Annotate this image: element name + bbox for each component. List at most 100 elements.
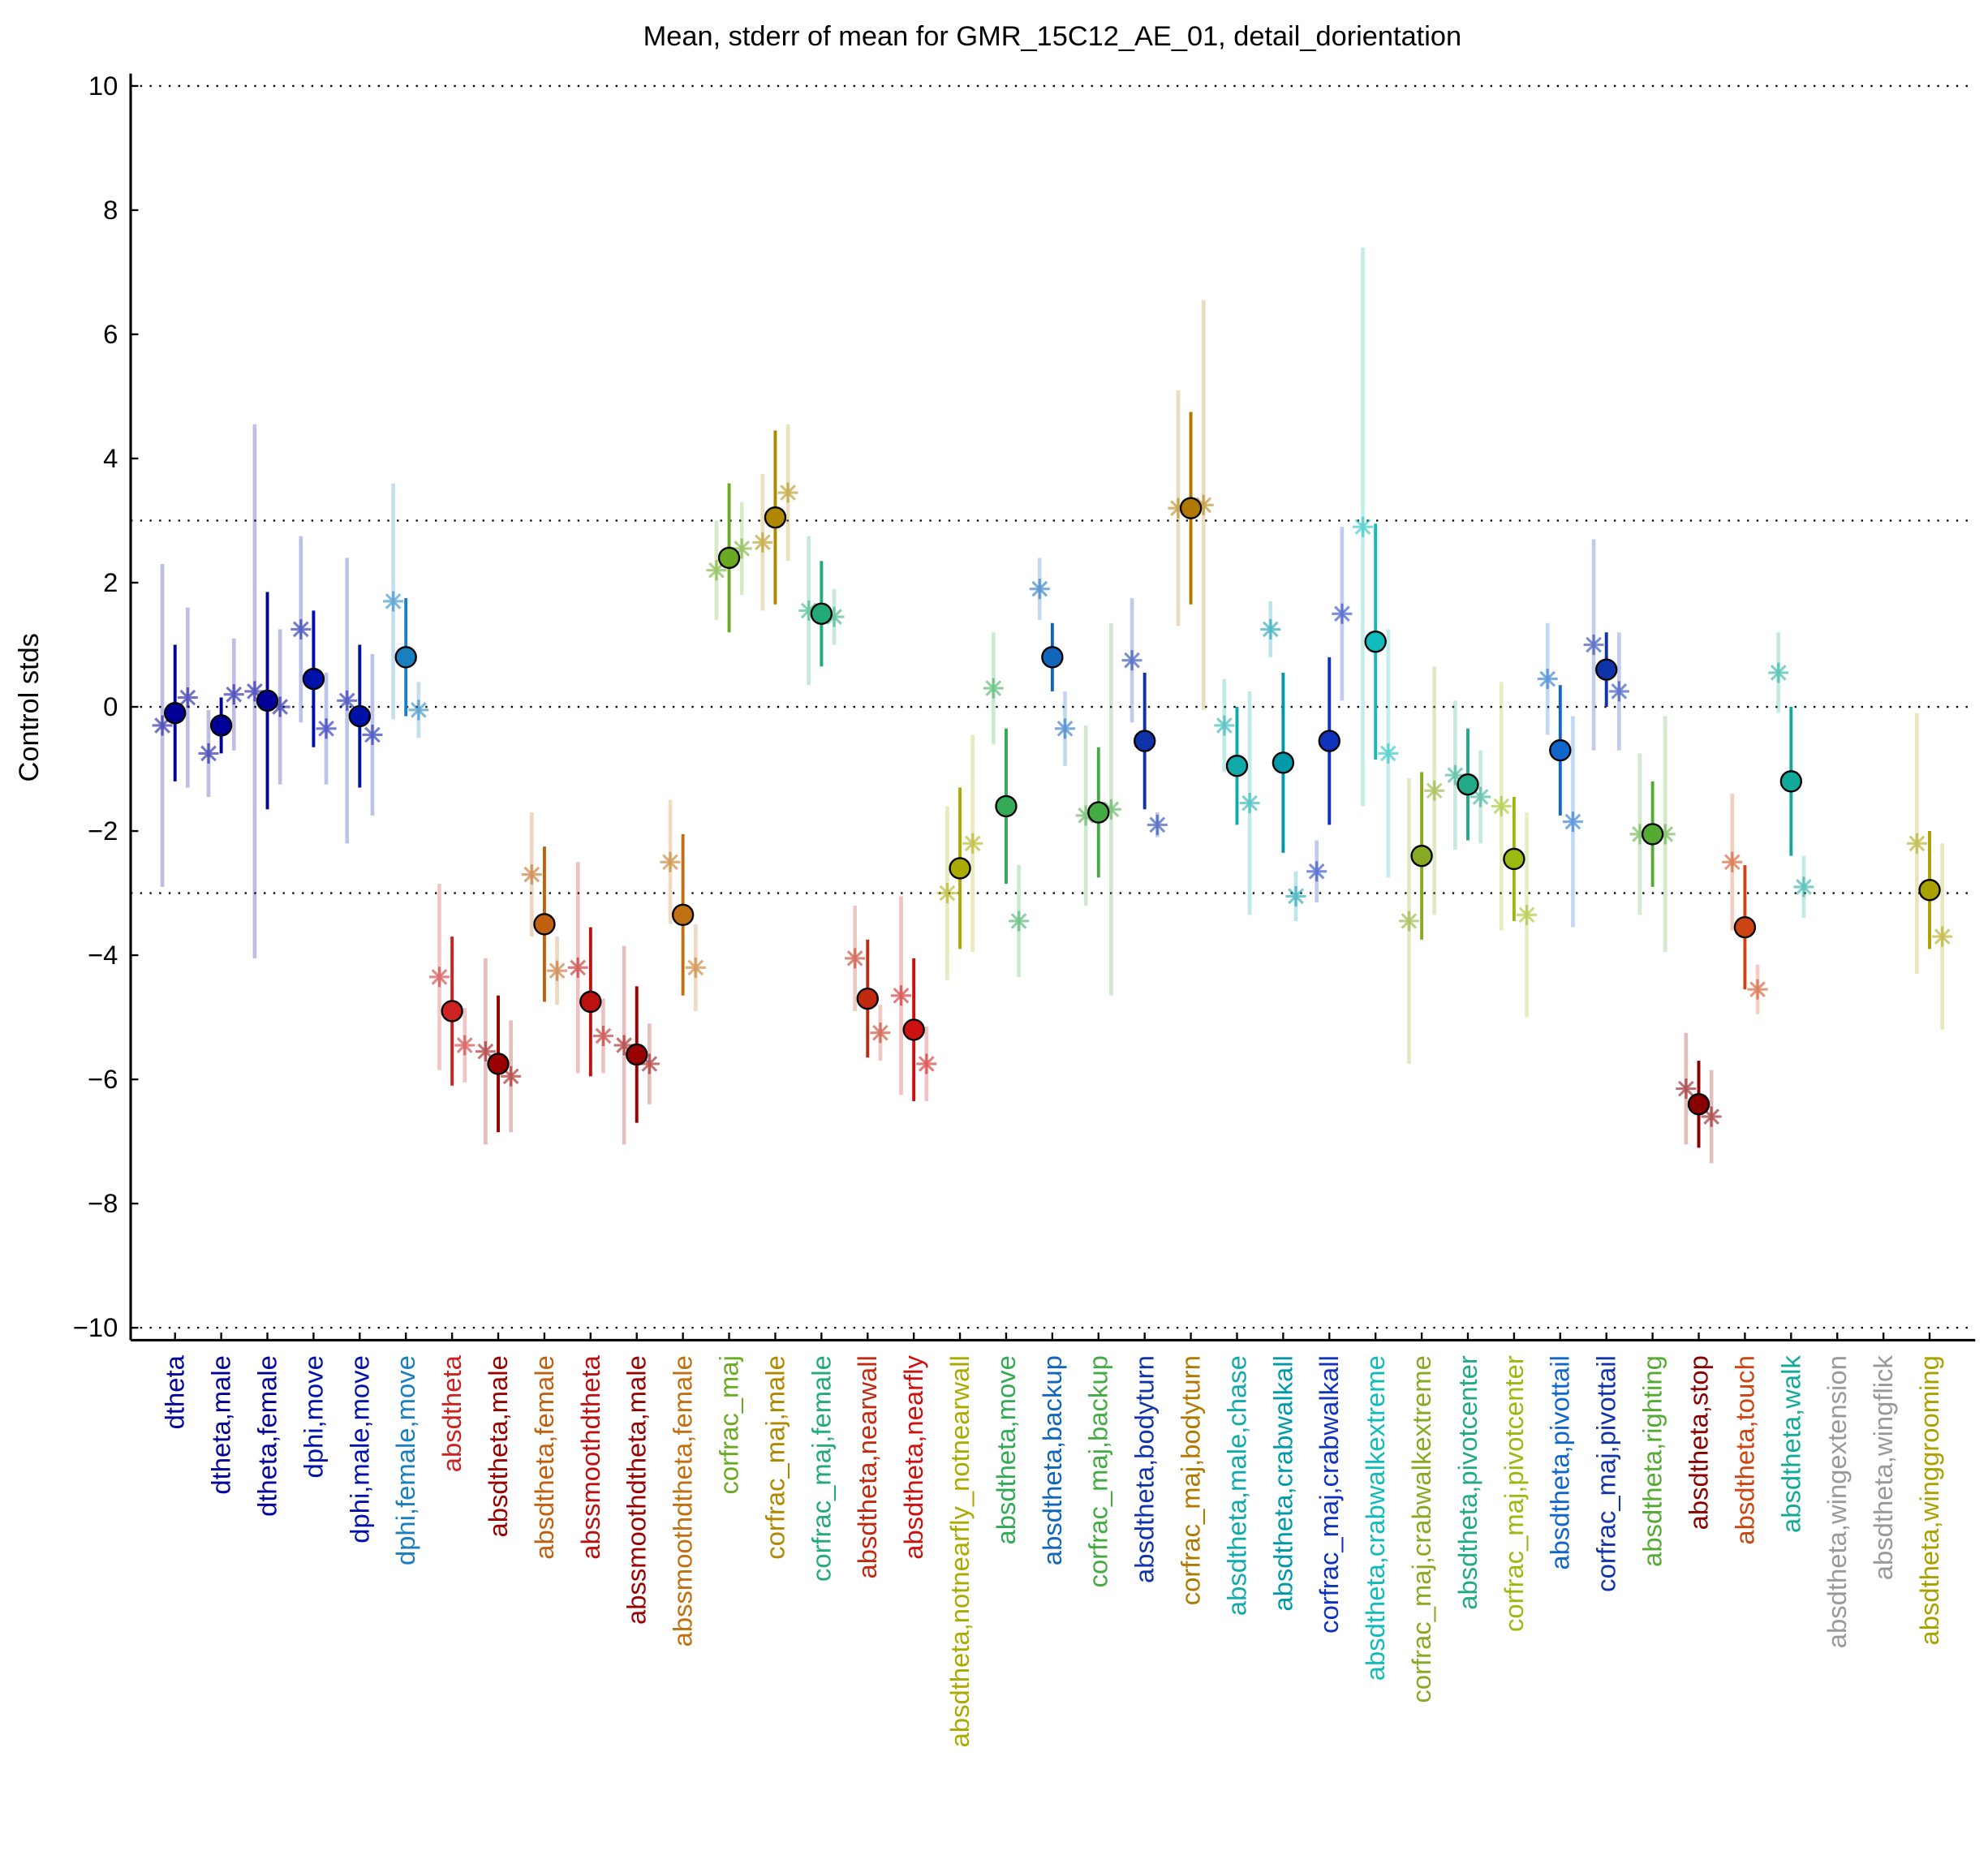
female-point xyxy=(1147,814,1168,835)
x-tick-label: dphi,move xyxy=(298,1355,328,1478)
mean-point xyxy=(626,1043,648,1066)
female-point xyxy=(962,833,983,854)
mean-point xyxy=(394,646,417,669)
mean-point xyxy=(1087,801,1110,824)
male-point xyxy=(1398,911,1419,932)
mean-point xyxy=(717,546,741,570)
male-point xyxy=(891,985,912,1006)
male-point xyxy=(1306,861,1327,882)
x-tick-label: abssmoothdtheta,male xyxy=(622,1355,652,1625)
male-point xyxy=(1075,805,1096,826)
male-point xyxy=(1583,635,1604,656)
x-tick-label: absdtheta,wingextension xyxy=(1822,1355,1852,1648)
female-point xyxy=(1517,904,1538,925)
female-point xyxy=(269,696,290,717)
x-tick-label: absdtheta,crabwalkall xyxy=(1267,1355,1297,1611)
male-point xyxy=(1260,618,1281,639)
female-point xyxy=(1009,911,1030,932)
female-point xyxy=(1193,494,1214,515)
female-point xyxy=(1424,780,1445,801)
y-tick-label: 10 xyxy=(88,71,118,101)
female-point xyxy=(1562,812,1583,833)
male-point xyxy=(983,678,1004,699)
chart-title: Mean, stderr of mean for GMR_15C12_AE_01… xyxy=(643,21,1461,52)
male-point xyxy=(567,957,588,978)
male-point xyxy=(475,1041,496,1062)
y-tick-label: 2 xyxy=(103,567,118,597)
male-point xyxy=(244,681,265,702)
female-point xyxy=(408,700,429,721)
mean-point xyxy=(949,857,971,880)
x-tick-label: absdtheta,stop xyxy=(1683,1355,1713,1530)
x-tick-label: absdtheta,backup xyxy=(1037,1355,1067,1565)
male-point xyxy=(1353,516,1374,537)
male-point xyxy=(383,591,404,612)
mean-point xyxy=(1595,658,1618,681)
x-tick-label: corfrac_maj,male xyxy=(759,1355,790,1560)
male-point xyxy=(429,967,450,988)
mean-point xyxy=(1364,631,1387,653)
mean-point xyxy=(1687,1093,1710,1116)
male-point xyxy=(1029,579,1050,600)
mean-point xyxy=(441,1000,463,1023)
female-point xyxy=(501,1066,522,1087)
x-tick-label: absdtheta,male,chase xyxy=(1221,1355,1251,1616)
male-point xyxy=(1676,1079,1697,1100)
y-axis-label: Control stds xyxy=(14,633,45,781)
male-point xyxy=(936,883,957,904)
mean-point xyxy=(1179,497,1203,519)
x-tick-label: dphi,male,move xyxy=(344,1355,374,1544)
mean-point xyxy=(902,1018,925,1041)
female-point xyxy=(1608,681,1629,702)
mean-point xyxy=(1318,730,1340,752)
female-point xyxy=(1747,979,1768,1000)
x-tick-label: dtheta,female xyxy=(252,1355,282,1517)
mean-point xyxy=(256,689,279,713)
female-point xyxy=(824,606,845,627)
y-tick-label: −2 xyxy=(88,816,118,846)
female-point xyxy=(1932,926,1953,947)
x-tick-label: corfrac_maj,backup xyxy=(1083,1355,1113,1587)
mean-point xyxy=(856,987,879,1010)
female-point xyxy=(1378,743,1399,764)
x-tick-label: absdtheta,touch xyxy=(1729,1355,1759,1544)
x-tick-label: absdtheta,wingflick xyxy=(1868,1355,1898,1581)
x-tick-label: absdtheta,notnearfly_notnearwall xyxy=(945,1355,975,1747)
female-point xyxy=(362,724,383,745)
mean-point xyxy=(1225,755,1249,777)
male-point xyxy=(1629,824,1650,845)
female-point xyxy=(1793,876,1814,898)
mean-point xyxy=(1134,730,1156,752)
x-tick-label: abssmoothdtheta,female xyxy=(668,1355,698,1647)
male-point xyxy=(152,715,173,736)
male-point xyxy=(521,864,542,885)
female-point xyxy=(1655,824,1676,845)
mean-point xyxy=(1503,847,1525,871)
y-tick-label: −4 xyxy=(88,940,118,970)
mean-point xyxy=(164,702,187,725)
male-point xyxy=(1121,650,1142,671)
x-tick-label: absdtheta,walk xyxy=(1775,1355,1805,1533)
mean-point xyxy=(1410,844,1433,868)
x-tick-label: absdtheta,pivotcenter xyxy=(1452,1355,1482,1610)
mean-point xyxy=(348,704,371,728)
mean-point xyxy=(1272,751,1295,774)
male-point xyxy=(1214,715,1235,736)
x-tick-label: absdtheta,female xyxy=(529,1355,559,1560)
male-point xyxy=(1906,833,1927,854)
y-tick-label: 4 xyxy=(103,443,118,473)
mean-point xyxy=(1549,738,1572,762)
x-tick-label: absdtheta,righting xyxy=(1637,1355,1667,1567)
male-point xyxy=(337,690,358,711)
mean-point xyxy=(302,667,325,691)
female-point xyxy=(454,1035,475,1056)
x-tick-label: absdtheta,crabwalkextreme xyxy=(1360,1355,1390,1681)
x-tick-label: absdtheta,move xyxy=(991,1355,1021,1544)
female-point xyxy=(547,960,568,981)
male-point xyxy=(1722,851,1743,872)
female-point xyxy=(223,684,244,705)
female-point xyxy=(916,1053,937,1074)
y-tick-label: −6 xyxy=(88,1064,118,1094)
female-point xyxy=(685,957,706,978)
mean-point xyxy=(995,794,1018,818)
